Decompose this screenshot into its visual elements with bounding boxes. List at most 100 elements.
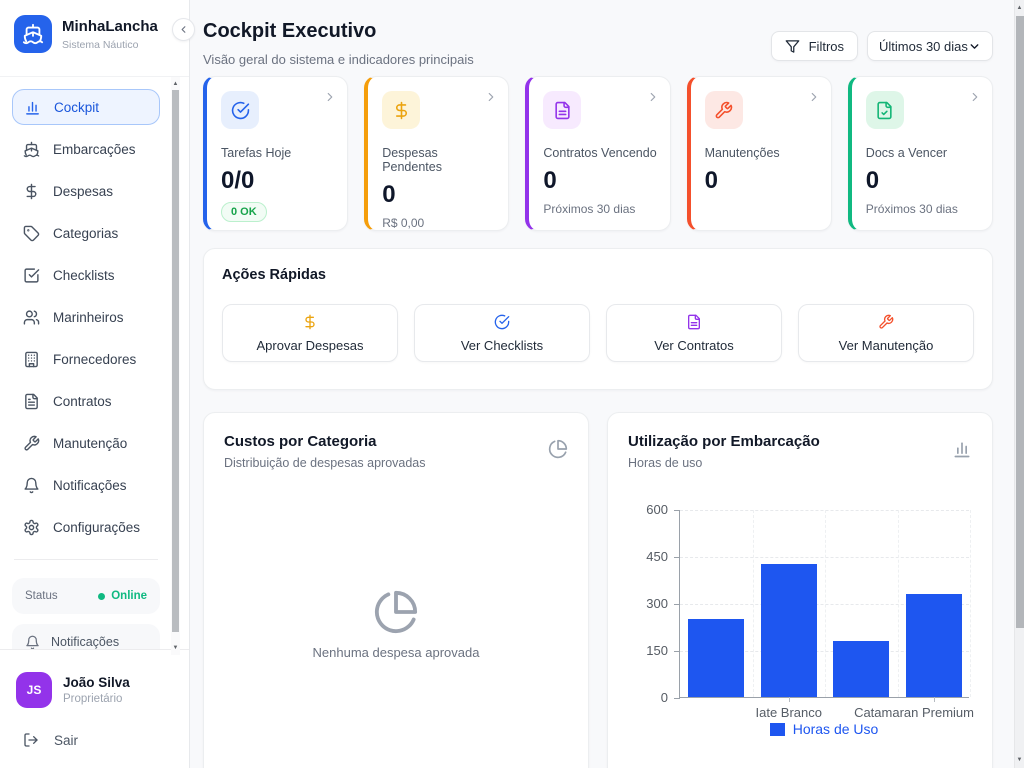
status-label: Status <box>25 590 58 602</box>
sidebar-item-embarcacoes[interactable]: Embarcações <box>12 131 160 167</box>
sidebar-collapse-button[interactable] <box>172 18 195 41</box>
kpi-sub: R$ 0,00 <box>382 216 425 230</box>
legend-swatch-icon <box>769 722 785 736</box>
dollar-icon <box>26 183 37 199</box>
legend-label: Horas de Uso <box>792 721 879 737</box>
kpi-card-tarefas-hoje[interactable]: Tarefas Hoje 0/0 0 OK <box>203 76 349 231</box>
kpi-card-docs-a-vencer[interactable]: Docs a Vencer 0 Próximos 30 dias <box>847 76 993 231</box>
action-label: Aprovar Despesas <box>256 337 364 353</box>
bar-chart-icon <box>954 442 970 458</box>
sidebar-item-marinheiros[interactable]: Marinheiros <box>12 299 160 335</box>
dollar-icon <box>395 101 407 119</box>
filters-label: Filtros <box>808 38 844 54</box>
kpi-card-contratos-vencendo[interactable]: Contratos Vencendo 0 Próximos 30 dias <box>525 76 671 231</box>
wrench-icon <box>715 101 733 118</box>
date-range-select[interactable]: Últimos 30 dias <box>867 31 993 61</box>
main-content: Cockpit Executivo Visão geral do sistema… <box>190 0 1024 768</box>
chevron-down-icon <box>970 43 979 49</box>
kpi-card-despesas-pendentes[interactable]: Despesas Pendentes 0 R$ 0,00 <box>364 76 510 231</box>
check-circle-icon <box>494 314 510 329</box>
sidebar-item-configuracoes[interactable]: Configurações <box>12 509 160 545</box>
view-checklists-button[interactable]: Ver Checklists <box>414 304 590 362</box>
scroll-down-icon[interactable]: ▼ <box>172 645 179 651</box>
kpi-label: Manutenções <box>704 146 780 160</box>
kpi-row: Tarefas Hoje 0/0 0 OK Despesas Pendentes… <box>203 76 993 231</box>
view-maintenance-button[interactable]: Ver Manutenção <box>798 304 974 362</box>
sidebar-item-despesas[interactable]: Despesas <box>12 173 160 209</box>
chart-subtitle: Horas de uso <box>628 456 703 470</box>
chevron-right-icon <box>327 92 333 102</box>
notifications-button[interactable]: Notificações <box>12 624 160 649</box>
file-text-icon <box>25 393 38 409</box>
sidebar-item-categorias[interactable]: Categorias <box>12 215 160 251</box>
users-icon <box>23 309 40 325</box>
sidebar-item-label: Despesas <box>53 183 114 199</box>
sidebar-item-label: Manutenção <box>53 435 128 451</box>
sidebar-header: MinhaLancha Sistema Náutico <box>0 0 189 77</box>
app-logo <box>14 15 52 53</box>
dollar-icon <box>305 314 315 329</box>
date-range-value: Últimos 30 dias <box>879 38 968 54</box>
bar <box>833 640 890 697</box>
kpi-icon-box <box>543 91 582 129</box>
ship-icon <box>22 23 44 45</box>
page-heading: Cockpit Executivo Visão geral do sistema… <box>203 20 474 67</box>
page-scrollbar-thumb[interactable] <box>1016 16 1024 628</box>
chart-title: Utilização por Embarcação <box>628 433 820 450</box>
page-subtitle: Visão geral do sistema e indicadores pri… <box>203 52 474 67</box>
status-value: Online <box>98 590 147 602</box>
kpi-label: Docs a Vencer <box>865 146 948 160</box>
kpi-label: Despesas Pendentes <box>382 146 442 174</box>
kpi-value: 0 <box>543 167 557 194</box>
y-tick-label: 0 <box>660 690 668 705</box>
sidebar-footer: JS João Silva Proprietário Sair <box>0 649 189 768</box>
user-profile[interactable]: JS João Silva Proprietário <box>16 672 173 708</box>
quick-actions-grid: Aprovar Despesas Ver Checklists Ver Cont… <box>222 304 974 362</box>
sidebar-scrollbar[interactable]: ▲ ▼ <box>171 77 180 655</box>
logout-label: Sair <box>54 732 79 748</box>
sidebar-item-fornecedores[interactable]: Fornecedores <box>12 341 160 377</box>
scroll-up-icon[interactable]: ▲ <box>1016 5 1023 11</box>
notifications-label: Notificações <box>51 635 120 649</box>
online-dot-icon <box>98 592 106 600</box>
bell-icon <box>24 477 39 493</box>
scroll-down-icon[interactable]: ▼ <box>1016 757 1023 763</box>
approve-expenses-button[interactable]: Aprovar Despesas <box>222 304 398 362</box>
sidebar-item-checklists[interactable]: Checklists <box>12 257 160 293</box>
sidebar-item-contratos[interactable]: Contratos <box>12 383 160 419</box>
sidebar-item-notificacoes[interactable]: Notificações <box>12 467 160 503</box>
sidebar-nav: Cockpit Embarcações Despesas Categorias … <box>0 77 170 649</box>
user-meta: João Silva Proprietário <box>63 675 130 705</box>
sidebar-item-manutencao[interactable]: Manutenção <box>12 425 160 461</box>
scroll-up-icon[interactable]: ▲ <box>172 81 179 87</box>
chevron-left-icon <box>181 26 186 33</box>
page-scrollbar[interactable]: ▲ ▼ <box>1014 0 1024 768</box>
app-identity: MinhaLancha Sistema Náutico <box>62 15 158 51</box>
sidebar-item-label: Configurações <box>53 519 141 535</box>
filters-button[interactable]: Filtros <box>770 31 858 61</box>
chart-legend[interactable]: Horas de Uso <box>679 721 969 737</box>
y-tick-label: 150 <box>646 643 668 658</box>
app-name: MinhaLancha <box>62 18 158 35</box>
sidebar-item-label: Marinheiros <box>53 309 124 325</box>
wrench-icon <box>24 435 40 451</box>
bar-chart-icon <box>26 101 39 115</box>
logout-button[interactable]: Sair <box>16 732 173 748</box>
avatar: JS <box>16 672 52 708</box>
sidebar-item-label: Checklists <box>53 267 115 283</box>
tag-icon <box>23 225 40 241</box>
sidebar-item-label: Embarcações <box>53 141 136 157</box>
kpi-card-manutencoes[interactable]: Manutenções 0 <box>686 76 832 231</box>
kpi-icon-box <box>221 91 259 129</box>
view-contracts-button[interactable]: Ver Contratos <box>606 304 782 362</box>
sidebar-item-cockpit[interactable]: Cockpit <box>12 89 160 125</box>
chevron-right-icon <box>650 92 655 102</box>
kpi-icon-box <box>865 91 904 129</box>
kpi-icon-box <box>704 91 743 129</box>
page-header: Cockpit Executivo Visão geral do sistema… <box>203 0 993 67</box>
quick-actions-card: Ações Rápidas Aprovar Despesas Ver Check… <box>203 248 993 390</box>
sidebar-scrollbar-thumb[interactable] <box>172 90 179 632</box>
usage-by-vessel-card: Utilização por Embarcação Horas de uso 0… <box>607 412 993 768</box>
empty-state: Nenhuma despesa aprovada <box>204 589 588 660</box>
charts-row: Custos por Categoria Distribuição de des… <box>203 412 993 768</box>
